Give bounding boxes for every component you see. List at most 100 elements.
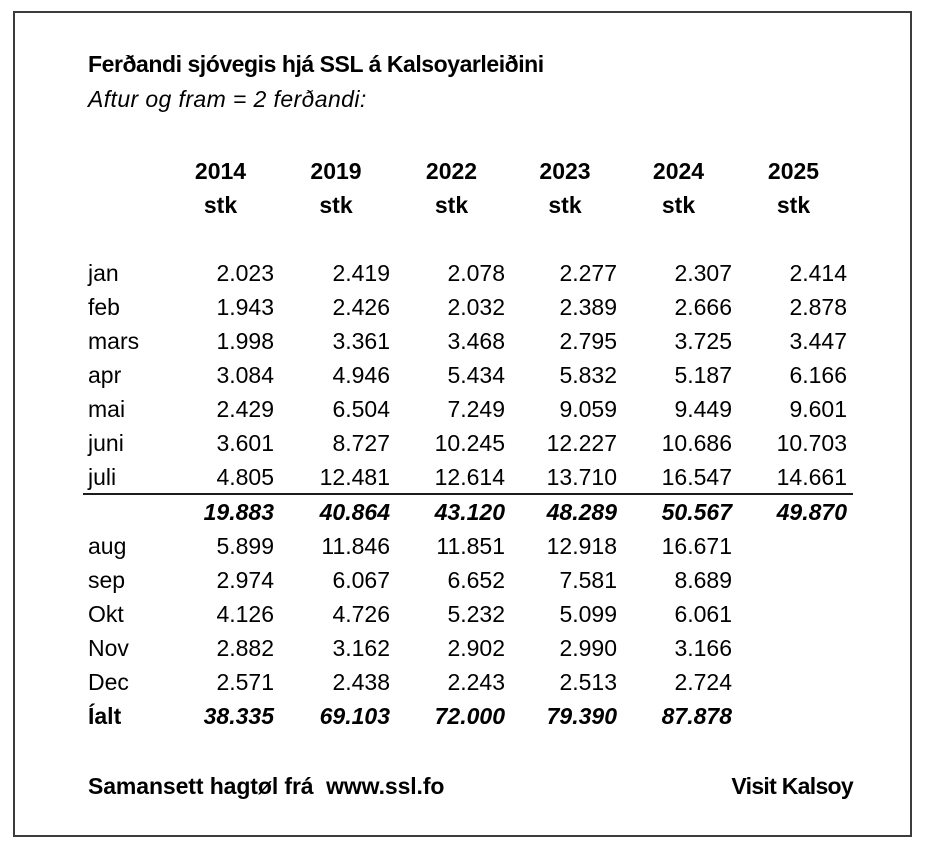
unit-label: stk: [661, 191, 696, 218]
row-label: mars: [88, 328, 140, 355]
value-cell: 6.061: [674, 600, 732, 627]
value-cell: 10.703: [776, 430, 847, 457]
value-cell: 69.103: [319, 703, 390, 730]
row-label: [80, 495, 163, 529]
value-cell: 3.166: [674, 634, 732, 661]
unit-label: stk: [319, 191, 353, 218]
value-cell: 43.120: [434, 498, 505, 525]
value-cell: 79.390: [546, 703, 617, 730]
row-label: Okt: [88, 600, 124, 627]
value-cell: 2.438: [332, 669, 390, 695]
value-cell: 2.902: [447, 634, 505, 661]
value-cell: 2.990: [559, 634, 617, 661]
value-cell: 49.870: [776, 498, 847, 525]
month-row: mai 2.429 6.504 7.249 9.059 9.449 9.601: [80, 392, 851, 426]
row-label: sep: [88, 566, 126, 593]
value-cell: 48.289: [546, 498, 617, 525]
unit-label: stk: [203, 191, 238, 218]
value-cell: 12.227: [546, 430, 617, 457]
value-cell: 6.166: [789, 362, 847, 389]
value-cell: 13.710: [546, 464, 617, 491]
page-title: Ferðandi sjóvegis hjá SSL á Kalsoyarleið…: [88, 51, 544, 77]
value-cell: 8.689: [674, 566, 732, 593]
value-cell: 2.243: [447, 669, 505, 695]
value-cell: 4.126: [216, 600, 274, 627]
value-cell: 3.447: [789, 328, 847, 355]
value-cell: 9.059: [559, 396, 617, 423]
document-border-frame: [13, 11, 912, 837]
value-cell: 4.946: [332, 362, 390, 389]
value-cell: 2.974: [216, 566, 274, 593]
spacer-row: [80, 222, 851, 256]
row-label: Nov: [88, 634, 129, 661]
value-cell: 12.614: [434, 464, 505, 491]
value-cell: 7.249: [447, 396, 505, 423]
year-column-header: 2023: [539, 157, 591, 184]
subtotal-row: 19.883 40.864 43.120 48.289 50.567 49.870: [80, 495, 851, 529]
value-cell: 11.846: [321, 532, 390, 559]
row-label: juni: [88, 430, 124, 457]
value-cell: 2.724: [674, 669, 732, 695]
row-label: feb: [88, 293, 120, 320]
value-cell: 5.099: [559, 600, 617, 627]
month-row: juni 3.601 8.727 10.245 12.227 10.686 10.703: [80, 426, 851, 460]
value-cell: 5.832: [559, 362, 617, 389]
value-cell: 3.468: [447, 328, 505, 355]
month-row: juli 4.805 12.481 12.614 13.710 16.547 14.661: [80, 460, 851, 494]
row-label: jan: [88, 259, 119, 286]
value-cell: 4.805: [216, 464, 274, 491]
value-cell: 1.943: [216, 293, 274, 320]
value-cell: 2.277: [559, 259, 617, 286]
value-cell: 8.727: [332, 430, 390, 457]
unit-label: stk: [776, 191, 811, 218]
value-cell: 2.023: [216, 259, 274, 286]
value-cell: 1.998: [216, 328, 274, 355]
value-cell: 2.078: [447, 259, 505, 286]
unit-label: stk: [434, 191, 469, 218]
value-cell: 3.725: [674, 328, 732, 355]
value-cell: 2.414: [789, 259, 847, 286]
value-cell: 2.513: [559, 669, 617, 695]
year-column-header: 2024: [652, 157, 705, 184]
subtotal-divider-line: [83, 493, 853, 496]
value-cell: 4.726: [332, 600, 390, 627]
value-cell: 2.032: [447, 293, 505, 320]
value-cell: [736, 529, 851, 563]
row-label: juli: [88, 464, 117, 491]
value-cell: 5.434: [447, 362, 505, 389]
value-cell: 2.419: [332, 259, 390, 286]
year-column-header: 2014: [194, 157, 247, 184]
value-cell: 3.601: [216, 430, 274, 457]
unit-label: stk: [548, 191, 582, 218]
row-label: mai: [88, 396, 126, 423]
row-label: apr: [88, 362, 122, 389]
value-cell: 5.232: [447, 600, 505, 627]
value-cell: 2.882: [216, 634, 274, 661]
value-cell: 10.686: [661, 430, 732, 457]
value-cell: 40.864: [319, 498, 390, 525]
value-cell: 14.661: [776, 464, 847, 491]
value-cell: 3.084: [216, 362, 274, 389]
value-cell: 3.162: [332, 634, 390, 661]
value-cell: 2.795: [559, 328, 617, 355]
month-row: jan 2.023 2.419 2.078 2.277 2.307 2.414: [80, 256, 851, 290]
value-cell: 11.851: [436, 532, 505, 559]
year-column-header: 2022: [425, 157, 478, 184]
total-row: Íalt 38.335 69.103 72.000 79.390 87.878: [80, 699, 851, 733]
month-row: apr 3.084 4.946 5.434 5.832 5.187 6.166: [80, 358, 851, 392]
page-subtitle: Aftur og fram = 2 ferðandi:: [88, 86, 367, 112]
month-row: Okt 4.126 4.726 5.232 5.099 6.061: [80, 597, 851, 631]
value-cell: 72.000: [434, 703, 505, 730]
value-cell: 6.067: [332, 566, 390, 593]
row-label: aug: [88, 532, 127, 559]
value-cell: 16.671: [661, 532, 732, 559]
value-cell: 9.449: [674, 396, 732, 423]
value-cell: [736, 563, 851, 597]
value-cell: 5.187: [674, 362, 732, 389]
value-cell: 2.426: [332, 293, 390, 320]
year-column-header: 2025: [767, 157, 820, 184]
row-label: Dec: [88, 669, 129, 695]
value-cell: [736, 699, 851, 733]
value-cell: 12.481: [319, 464, 390, 491]
value-cell: 87.878: [661, 703, 732, 730]
